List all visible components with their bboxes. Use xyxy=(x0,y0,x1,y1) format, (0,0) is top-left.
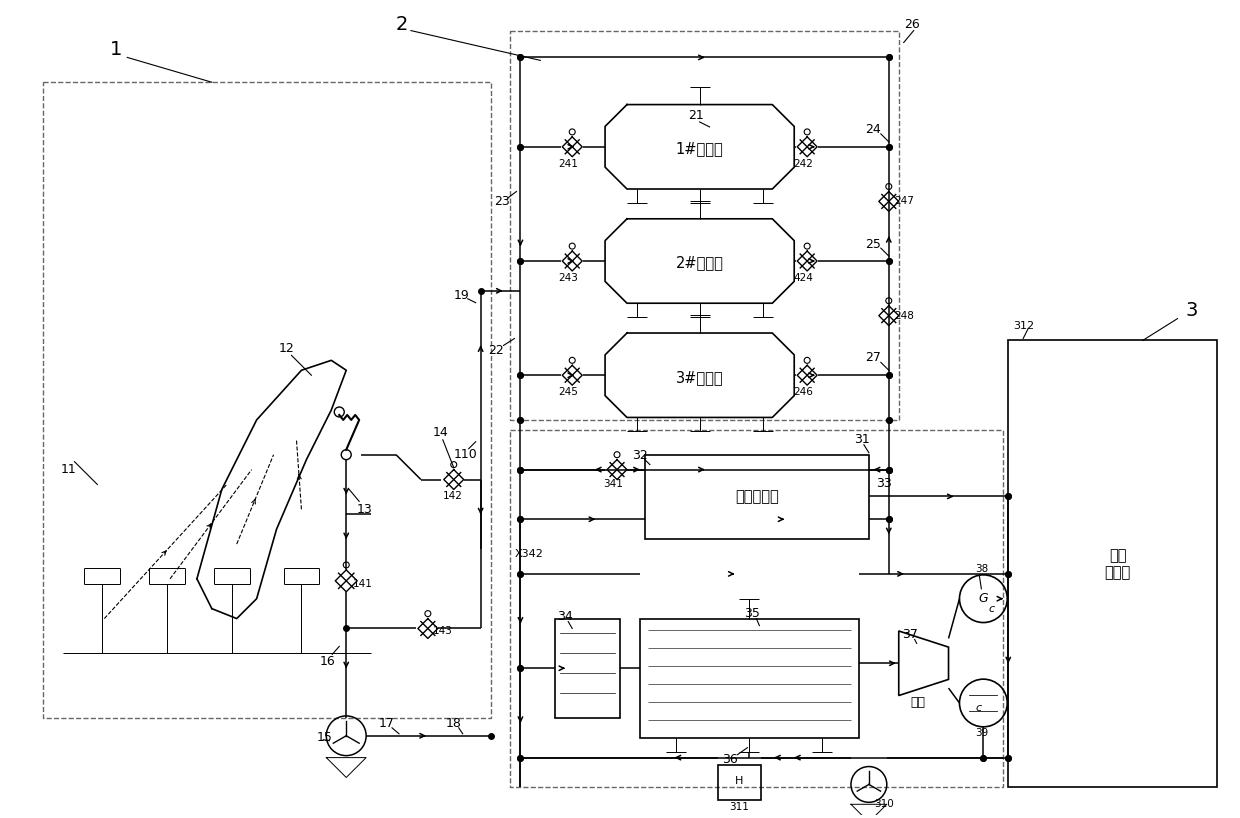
Text: 36: 36 xyxy=(723,753,738,766)
Text: 141: 141 xyxy=(353,579,373,589)
Text: 16: 16 xyxy=(320,654,335,667)
Text: 19: 19 xyxy=(454,290,470,303)
Text: 26: 26 xyxy=(904,18,920,31)
Text: 32: 32 xyxy=(632,449,647,462)
Text: 310: 310 xyxy=(874,799,894,809)
Text: 312: 312 xyxy=(1013,321,1034,330)
Text: 37: 37 xyxy=(901,628,918,641)
Bar xyxy=(718,765,761,800)
Text: 13: 13 xyxy=(356,503,372,516)
Text: 25: 25 xyxy=(864,237,880,250)
Bar xyxy=(645,455,869,539)
Text: 341: 341 xyxy=(603,479,622,489)
Bar xyxy=(640,618,859,738)
Text: 12: 12 xyxy=(279,342,294,355)
Text: 34: 34 xyxy=(557,610,573,623)
Text: 33: 33 xyxy=(875,477,892,490)
Text: 27: 27 xyxy=(864,351,880,364)
Text: 2: 2 xyxy=(396,15,408,34)
Text: 14: 14 xyxy=(433,426,449,439)
Text: 蒸汽
热用户: 蒸汽 热用户 xyxy=(1105,548,1131,580)
Text: 2#蓄热器: 2#蓄热器 xyxy=(676,255,724,271)
Text: 110: 110 xyxy=(454,448,477,461)
Text: 1#蓄热器: 1#蓄热器 xyxy=(676,142,723,156)
Text: G: G xyxy=(978,592,988,605)
Text: 241: 241 xyxy=(558,159,578,169)
Text: 31: 31 xyxy=(854,434,869,447)
Text: c: c xyxy=(976,703,982,713)
Text: 21: 21 xyxy=(688,109,703,122)
Text: 142: 142 xyxy=(443,492,463,501)
Text: X342: X342 xyxy=(515,549,543,559)
Bar xyxy=(554,618,620,718)
Text: 311: 311 xyxy=(729,802,749,812)
Text: 245: 245 xyxy=(558,387,578,397)
Text: H: H xyxy=(734,776,743,786)
Text: 24: 24 xyxy=(864,124,880,137)
Text: 38: 38 xyxy=(976,564,988,574)
Text: 3: 3 xyxy=(1185,301,1198,320)
Text: 1: 1 xyxy=(110,40,123,59)
Text: 22: 22 xyxy=(489,344,505,357)
Text: 23: 23 xyxy=(495,195,511,208)
Text: 3#蓄热器: 3#蓄热器 xyxy=(676,370,723,384)
Text: c: c xyxy=(988,604,994,614)
Text: 248: 248 xyxy=(894,311,914,321)
Text: 143: 143 xyxy=(433,627,453,636)
Text: 抽汽: 抽汽 xyxy=(910,696,926,709)
Text: 35: 35 xyxy=(744,607,760,620)
Text: 246: 246 xyxy=(794,387,813,397)
Text: 18: 18 xyxy=(446,717,461,730)
Text: 247: 247 xyxy=(894,196,914,206)
Text: 11: 11 xyxy=(61,463,77,476)
Text: 15: 15 xyxy=(316,731,332,744)
Text: 17: 17 xyxy=(379,717,396,730)
Text: 424: 424 xyxy=(794,273,813,283)
Text: 242: 242 xyxy=(794,159,813,169)
Text: 243: 243 xyxy=(558,273,578,283)
Text: 空气热用户: 空气热用户 xyxy=(735,489,779,505)
Text: 39: 39 xyxy=(976,728,988,738)
